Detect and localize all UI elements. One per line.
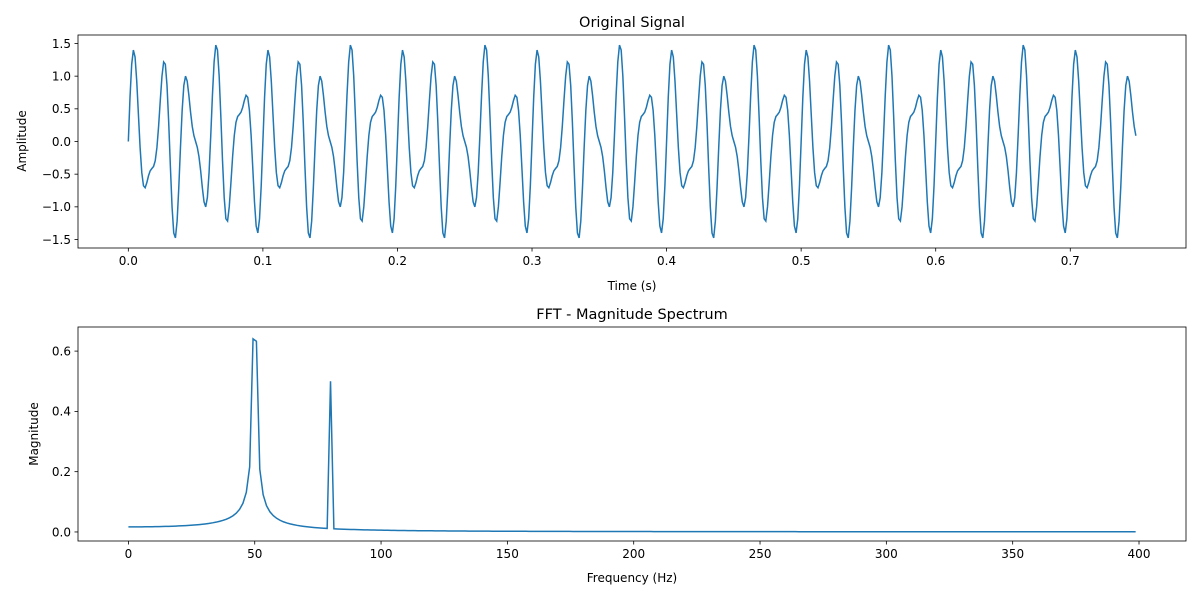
fft-xtick-label: 300 xyxy=(875,547,898,561)
signal-axes: Original Signal Time (s) Amplitude 0.0 0.… xyxy=(15,15,1187,293)
signal-series-line xyxy=(127,44,1137,239)
fft-ytick-label: 0.4 xyxy=(52,405,71,419)
signal-ytick-label: −1.0 xyxy=(42,200,71,214)
signal-ytick-label: 1.0 xyxy=(52,69,71,83)
fft-ylabel: Magnitude xyxy=(27,402,41,466)
fft-series-line xyxy=(128,337,1136,533)
fft-xtick-label: 200 xyxy=(622,547,645,561)
signal-ytick-label: 0.5 xyxy=(52,102,71,116)
signal-xtick-label: 0.6 xyxy=(926,254,945,268)
signal-xtick-label: 0.7 xyxy=(1061,254,1080,268)
signal-xtick-label: 0.4 xyxy=(657,254,676,268)
fft-xtick-label: 50 xyxy=(247,547,262,561)
fft-ytick-label: 0.6 xyxy=(52,344,71,358)
fft-xtick-label: 100 xyxy=(370,547,393,561)
signal-xtick-label: 0.3 xyxy=(522,254,541,268)
signal-ytick-label: 0.0 xyxy=(52,135,71,149)
fft-xtick-label: 400 xyxy=(1128,547,1151,561)
fft-xtick-label: 250 xyxy=(749,547,772,561)
signal-xtick-label: 0.5 xyxy=(792,254,811,268)
fft-title: FFT - Magnitude Spectrum xyxy=(536,307,727,323)
fft-xtick-label: 150 xyxy=(496,547,519,561)
signal-xtick-label: 0.2 xyxy=(388,254,407,268)
fft-ytick-label: 0.2 xyxy=(52,465,71,479)
signal-ytick-label: −0.5 xyxy=(42,167,71,181)
fft-xtick-label: 350 xyxy=(1001,547,1024,561)
signal-xtick-label: 0.0 xyxy=(119,254,138,268)
signal-xlabel: Time (s) xyxy=(607,279,657,293)
fft-xtick-label: 0 xyxy=(125,547,133,561)
signal-ytick-label: −1.5 xyxy=(42,233,71,247)
signal-ylabel: Amplitude xyxy=(15,110,29,172)
signal-title: Original Signal xyxy=(579,15,685,31)
signal-xtick-label: 0.1 xyxy=(253,254,272,268)
fft-xlabel: Frequency (Hz) xyxy=(587,571,678,585)
fft-ytick-label: 0.0 xyxy=(52,525,71,539)
fft-plot-frame xyxy=(77,326,1187,542)
fft-axes: FFT - Magnitude Spectrum Frequency (Hz) … xyxy=(27,307,1187,585)
signal-ytick-label: 1.5 xyxy=(52,37,71,51)
